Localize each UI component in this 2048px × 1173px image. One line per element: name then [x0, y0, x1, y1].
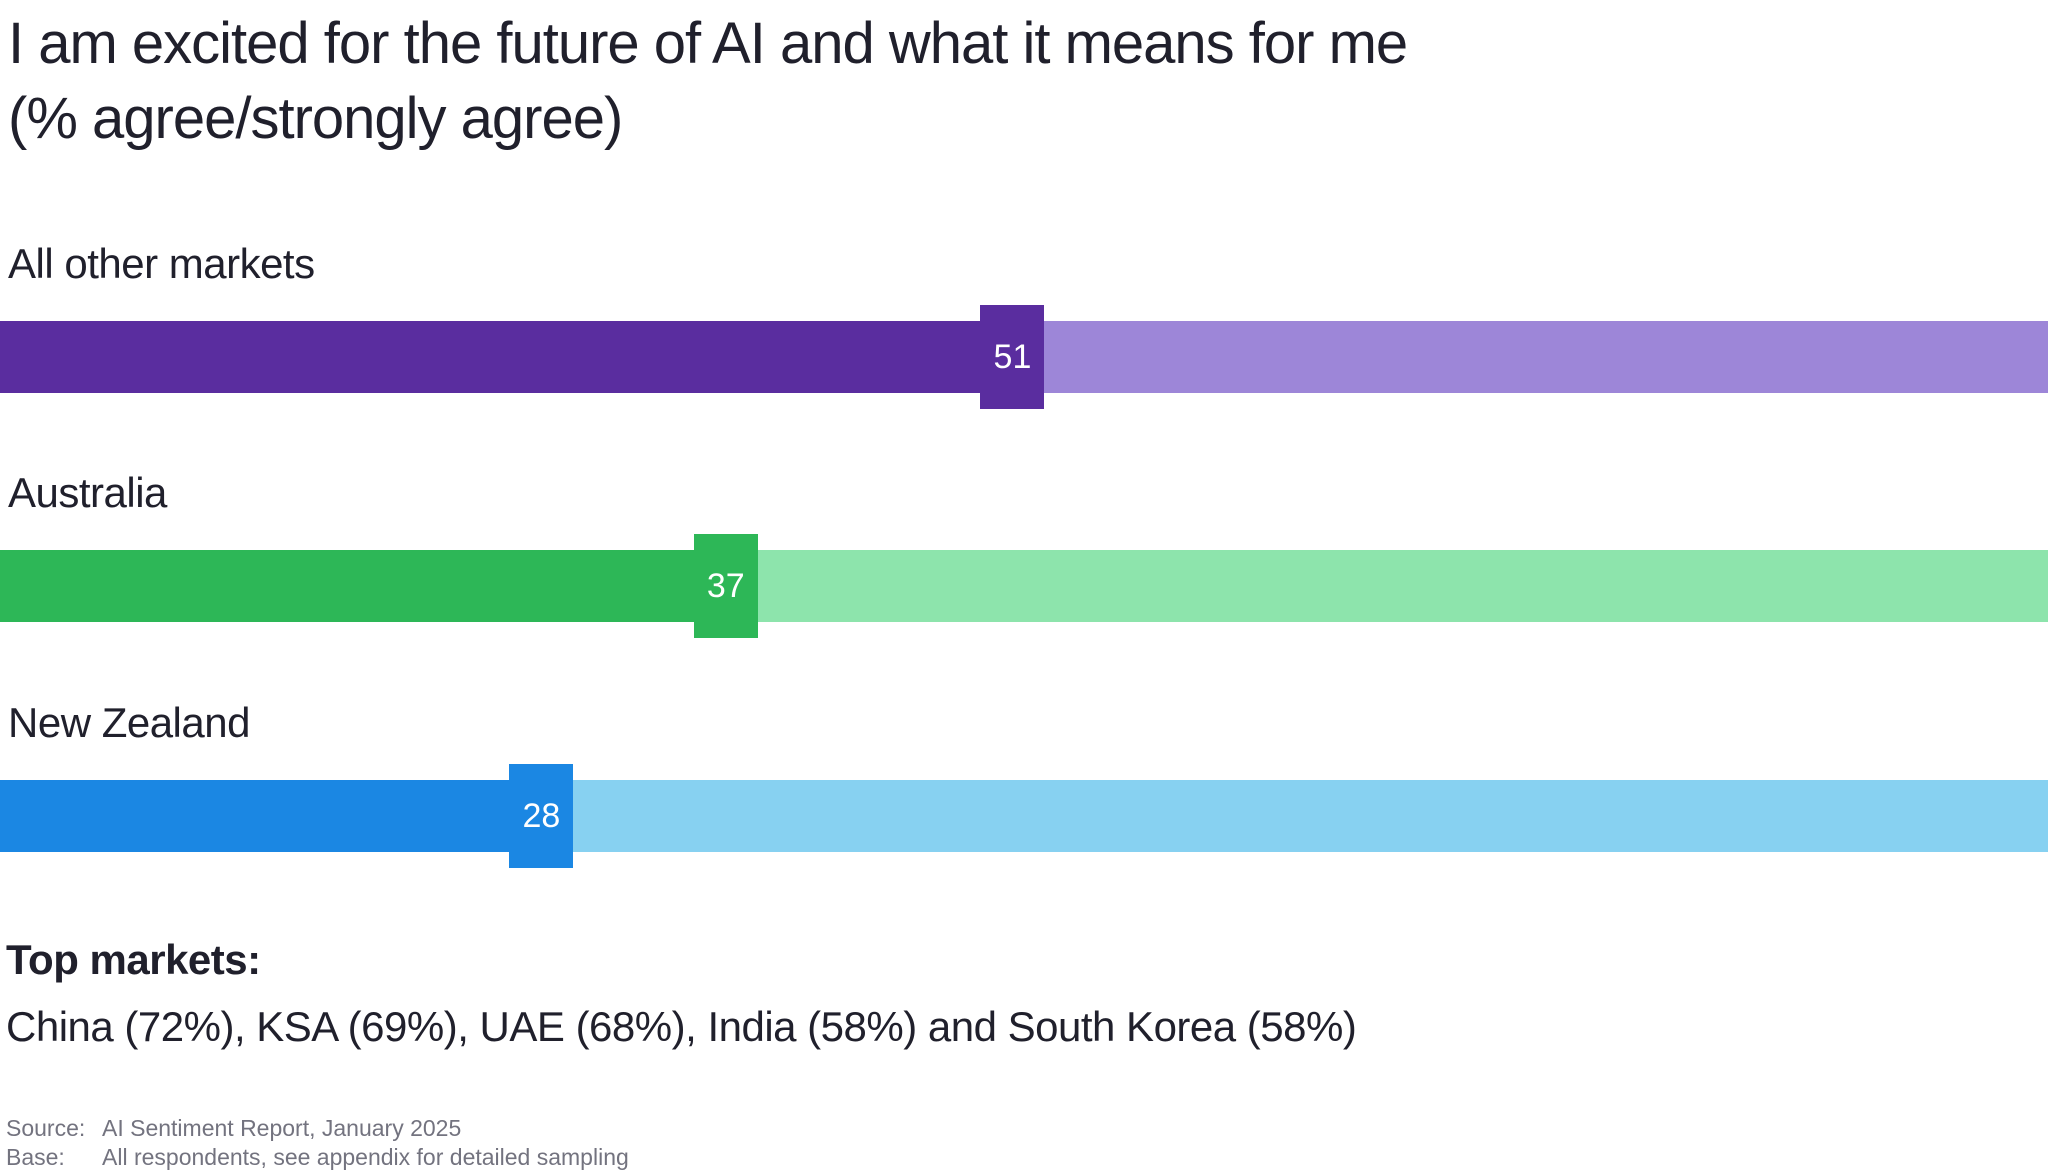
footnote-source-label: Source: [6, 1115, 86, 1141]
top-markets-list: China (72%), KSA (69%), UAE (68%), India… [6, 1003, 1357, 1050]
bar-fill [0, 321, 1045, 393]
bar-value: 37 [706, 566, 745, 605]
footnote-base-text: All respondents, see appendix for detail… [102, 1144, 629, 1170]
bar-value: 28 [522, 796, 561, 835]
bar-track: 28 [0, 764, 2048, 868]
bar-row: Australia 37 [0, 469, 2048, 638]
bar-value-marker: 28 [509, 764, 574, 868]
bar-track: 51 [0, 305, 2048, 409]
bar-track: 37 [0, 534, 2048, 638]
footnote-source-text: AI Sentiment Report, January 2025 [102, 1115, 462, 1141]
bar-label: All other markets [8, 240, 315, 287]
footnote-base-label: Base: [6, 1144, 65, 1170]
bar-row: All other markets 51 [0, 240, 2048, 409]
footnote-base: Base: All respondents, see appendix for d… [6, 1143, 629, 1172]
bar-label: New Zealand [8, 699, 250, 746]
chart-title-line1: I am excited for the future of AI and wh… [8, 11, 1408, 76]
top-markets-heading: Top markets: [6, 936, 261, 983]
bar-value-marker: 37 [693, 534, 758, 638]
bar-value-marker: 51 [980, 305, 1045, 409]
bar-value: 51 [993, 337, 1032, 376]
bar-label: Australia [8, 469, 167, 516]
bar-row: New Zealand 28 [0, 699, 2048, 868]
top-markets-section: Top markets: China (72%), KSA (69%), UAE… [6, 936, 1357, 1051]
bar-fill [0, 780, 574, 852]
footnote-source: Source: AI Sentiment Report, January 2025 [6, 1114, 629, 1143]
footnotes: Source: AI Sentiment Report, January 2025… [6, 1114, 629, 1172]
bar-fill [0, 550, 758, 622]
chart-title-line2: (% agree/strongly agree) [8, 86, 623, 151]
chart-title: I am excited for the future of AI and wh… [8, 6, 1408, 156]
